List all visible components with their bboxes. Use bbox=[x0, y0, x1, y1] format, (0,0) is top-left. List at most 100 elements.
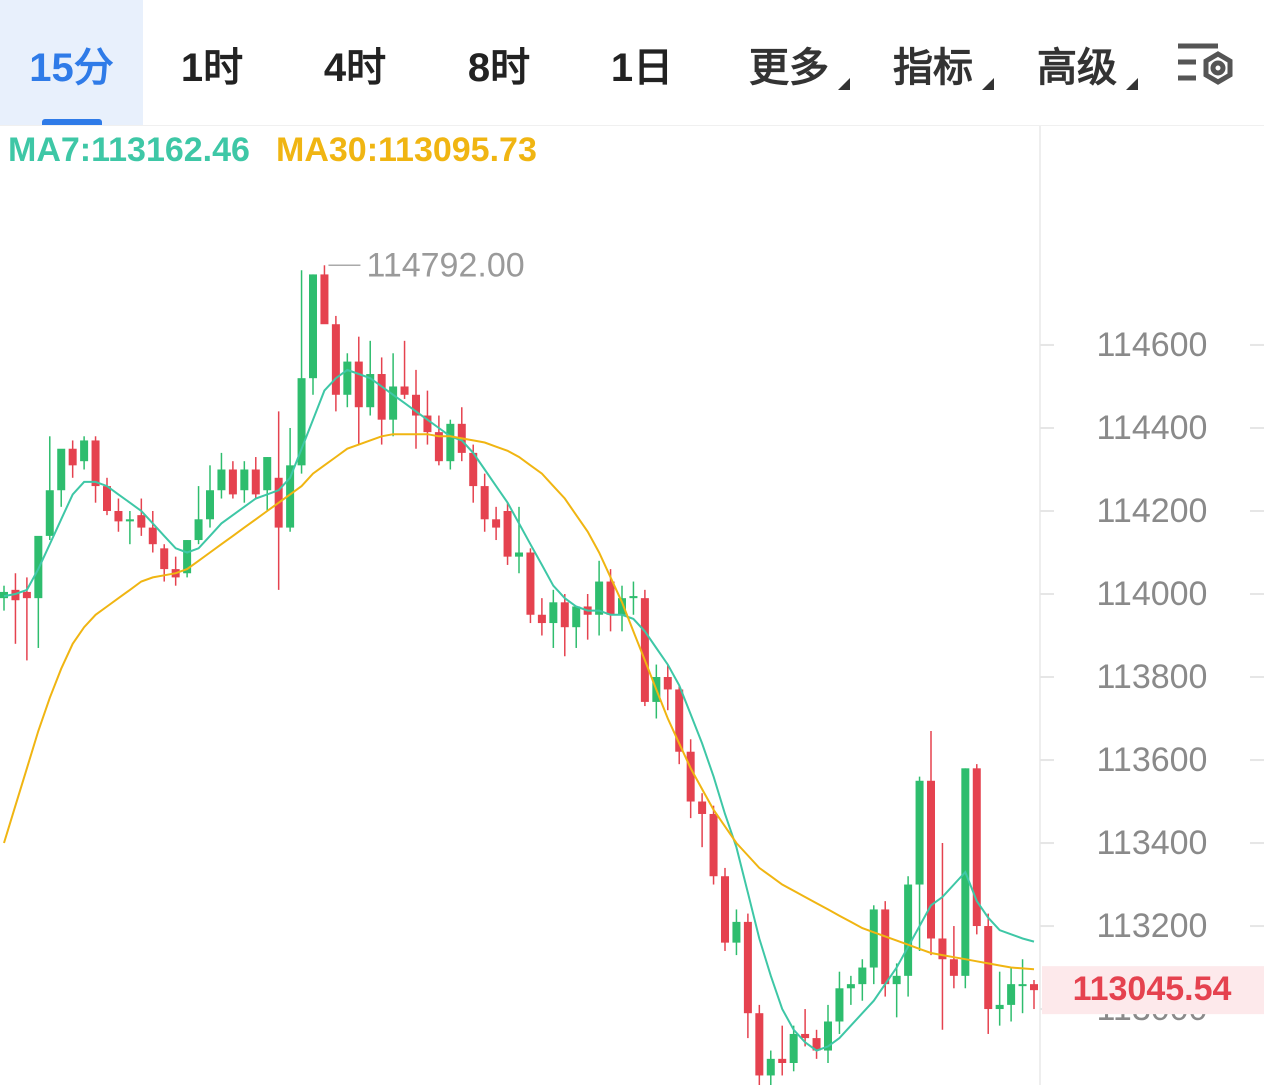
candle-body bbox=[91, 440, 100, 487]
candle-body bbox=[434, 432, 443, 462]
candle-body bbox=[309, 274, 317, 379]
tab[interactable]: 8时 bbox=[467, 46, 531, 90]
candle-body bbox=[503, 510, 512, 557]
candle-body bbox=[801, 1033, 810, 1039]
candle-body bbox=[824, 1021, 832, 1051]
candle-body bbox=[972, 768, 981, 927]
candle-body bbox=[549, 602, 558, 624]
candle-body bbox=[183, 540, 192, 574]
candle-body bbox=[927, 780, 935, 939]
candle-body bbox=[755, 1013, 764, 1076]
candle-body bbox=[274, 477, 283, 528]
tab[interactable]: 更多 bbox=[749, 46, 829, 90]
candle-body bbox=[446, 423, 455, 462]
candle-body bbox=[480, 486, 489, 520]
candle-body bbox=[377, 374, 386, 420]
candle-body bbox=[526, 552, 535, 615]
candle-body bbox=[663, 677, 672, 690]
candle-body bbox=[34, 535, 43, 599]
settings-glyph bbox=[1178, 43, 1233, 85]
candle-body bbox=[1018, 984, 1027, 987]
candle-body bbox=[11, 589, 20, 601]
candle-body bbox=[652, 677, 661, 702]
candle-body bbox=[492, 519, 501, 528]
candle-body bbox=[228, 469, 237, 495]
candle-body bbox=[320, 274, 329, 325]
candle-body bbox=[240, 469, 249, 491]
candle-body bbox=[858, 967, 867, 985]
candle-body bbox=[789, 1033, 798, 1064]
candle-body bbox=[583, 606, 592, 615]
candle-body bbox=[1007, 984, 1016, 1005]
candle-body bbox=[251, 469, 260, 495]
y-tick-label: 113400 bbox=[1097, 824, 1208, 862]
candle-body bbox=[812, 1038, 821, 1051]
candle-body bbox=[984, 926, 993, 1010]
ma7-line bbox=[3, 368, 1035, 1052]
candle-body bbox=[938, 938, 947, 960]
candle-body bbox=[640, 598, 649, 702]
candle-body bbox=[148, 527, 157, 545]
candle-body bbox=[171, 569, 180, 578]
tab[interactable]: 指标 bbox=[893, 46, 973, 90]
y-tick-label: 114600 bbox=[1097, 326, 1208, 364]
candle-body bbox=[217, 469, 226, 491]
candle-body bbox=[915, 780, 924, 885]
candle-body bbox=[160, 548, 169, 570]
candle-body bbox=[629, 596, 638, 599]
tab[interactable]: 高级 bbox=[1037, 46, 1117, 90]
candle-body bbox=[904, 884, 913, 976]
candle-body bbox=[686, 751, 695, 802]
candle-body bbox=[595, 581, 604, 615]
candle-body bbox=[457, 423, 466, 453]
y-tick-label: 114400 bbox=[1097, 409, 1208, 447]
candle-body bbox=[709, 813, 718, 877]
candle-body bbox=[343, 361, 352, 395]
candle-body bbox=[675, 689, 684, 752]
tab[interactable]: 4时 bbox=[323, 46, 387, 90]
dropdown-arrow bbox=[982, 78, 994, 90]
candle-body bbox=[194, 519, 203, 541]
candle-body bbox=[743, 921, 752, 1014]
y-tick-label: 113200 bbox=[1097, 907, 1208, 945]
candle-body bbox=[263, 457, 272, 491]
max-label: 114792.00 bbox=[366, 246, 524, 284]
candle-body bbox=[22, 591, 31, 599]
tab[interactable]: 1日 bbox=[610, 46, 674, 90]
candle-body bbox=[366, 374, 375, 408]
y-tick-label: 113600 bbox=[1097, 741, 1208, 779]
candle-body bbox=[137, 515, 146, 528]
tab[interactable]: 1时 bbox=[180, 46, 244, 90]
candle-body bbox=[297, 378, 306, 466]
candle-body bbox=[103, 486, 111, 511]
candle-body bbox=[778, 1058, 787, 1064]
candle-body bbox=[766, 1058, 775, 1076]
candle-body bbox=[423, 415, 432, 433]
candle-body bbox=[206, 490, 214, 520]
candle-body bbox=[892, 975, 901, 985]
y-tick-label: 113800 bbox=[1097, 658, 1208, 696]
y-tick-label: 114000 bbox=[1097, 575, 1208, 613]
candle-body bbox=[331, 324, 340, 395]
candle-body bbox=[560, 602, 569, 628]
candle-body bbox=[869, 909, 878, 968]
candle-body bbox=[961, 768, 970, 976]
candle-body bbox=[721, 876, 729, 943]
dropdown-arrow bbox=[838, 78, 850, 90]
settings-icon[interactable] bbox=[1174, 40, 1236, 92]
candle-body bbox=[618, 598, 626, 615]
candle-body bbox=[45, 490, 54, 536]
candle-body bbox=[1030, 984, 1038, 991]
candle-body bbox=[835, 988, 844, 1022]
candle-body bbox=[0, 591, 8, 599]
tab-bar: 15分 1时 4时 8时 1日 更多 指标 高级 bbox=[0, 0, 1264, 126]
last-price-label: 113045.54 bbox=[1073, 970, 1232, 1008]
dropdown-arrow bbox=[1126, 78, 1138, 90]
last-price-box bbox=[1042, 966, 1264, 1015]
tab[interactable]: 15分 bbox=[0, 0, 143, 125]
candle-body bbox=[68, 448, 77, 466]
candle-body bbox=[698, 801, 707, 814]
candle-body bbox=[80, 440, 89, 462]
